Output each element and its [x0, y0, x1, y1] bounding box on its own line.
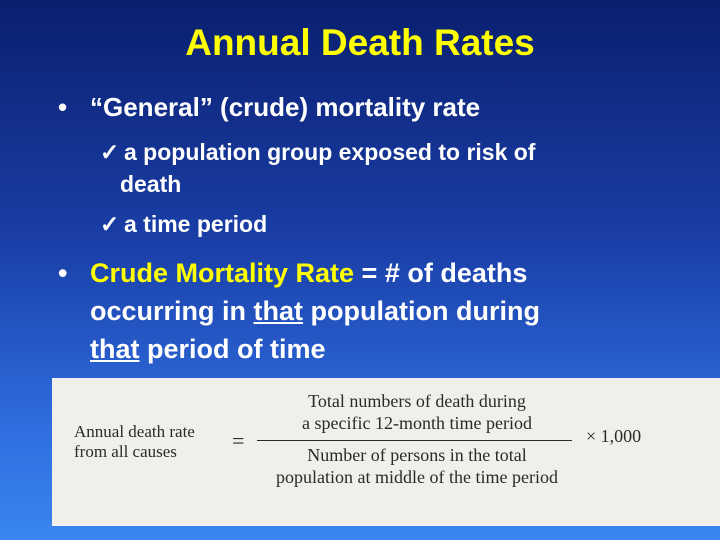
subitem-population-group: ✓ a population group exposed to risk of d…: [100, 136, 660, 200]
slide-title: Annual Death Rates: [185, 22, 535, 63]
subitem-time-period: ✓ a time period: [100, 208, 267, 240]
definition-line-3: that period of time: [90, 334, 326, 364]
bullet-text: “General” (crude) mortality rate: [90, 92, 481, 122]
subitem-text-continued: death: [120, 171, 182, 197]
bullet-crude-mortality-rate: • Crude Mortality Rate = # of deaths occu…: [58, 254, 698, 368]
formula-image: Annual death rate from all causes = Tota…: [52, 378, 720, 526]
formula-equals: =: [232, 428, 245, 453]
subitem-text: a time period: [124, 211, 268, 237]
underlined-word: that: [253, 296, 304, 326]
definition-line-2: occurring in that population during: [90, 296, 540, 326]
formula-denominator: Number of persons in the total populatio…: [276, 445, 558, 487]
formula-lhs: Annual death rate from all causes: [74, 422, 195, 461]
checkmark-icon: ✓: [100, 139, 120, 165]
formula-multiplier: × 1,000: [586, 426, 642, 446]
bullet-general-mortality: • “General” (crude) mortality rate: [58, 92, 480, 123]
definition-text: = # of deaths: [354, 258, 528, 288]
checkmark-icon: ✓: [100, 211, 120, 237]
subitem-text: a population group exposed to risk of: [124, 139, 536, 165]
formula-numerator: Total numbers of death during a specific…: [302, 391, 532, 433]
underlined-word: that: [90, 334, 140, 364]
bullet-marker: •: [58, 258, 68, 288]
fraction-bar: [257, 440, 572, 441]
bullet-marker: •: [58, 92, 68, 122]
highlight-term: Crude Mortality Rate: [90, 258, 355, 288]
